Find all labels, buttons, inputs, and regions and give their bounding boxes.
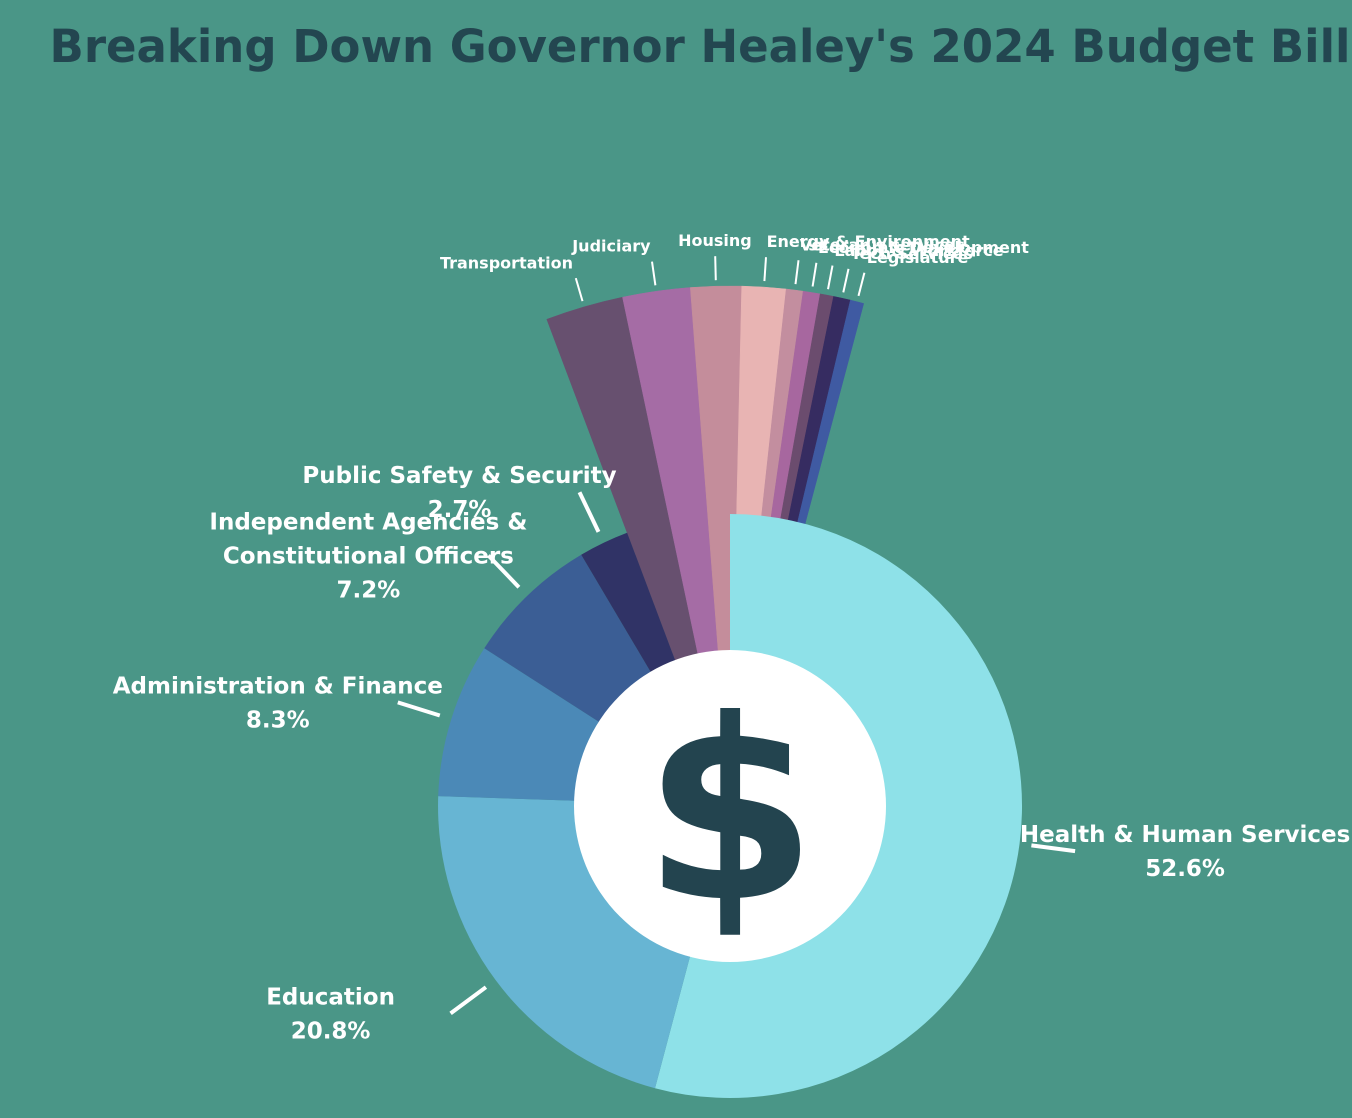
- slice-label-economic-development: Economic Development: [818, 238, 1029, 257]
- leader-line-transportation: [574, 277, 584, 302]
- slice-label-independent-agencies-constitutional-officers: Constitutional Officers: [223, 544, 514, 570]
- leader-line-energy-environment: [763, 257, 767, 282]
- center-hole: [574, 650, 886, 962]
- label-education: Education 20.8%: [266, 984, 395, 1044]
- slice-label-education: Education: [266, 984, 395, 1010]
- leader-line-veteran-s-services: [794, 260, 800, 285]
- slice-label-tech-services: Tech Services: [851, 244, 973, 263]
- leader-line-education: [449, 985, 488, 1016]
- slice-label-veteran-s-services: Veteran's services: [800, 235, 965, 254]
- slice-label-transportation: Transportation: [440, 254, 573, 273]
- label-legislature: Legislature: [867, 248, 969, 267]
- slice-label-administration-finance: Administration & Finance: [113, 673, 443, 699]
- label-tech-services: Tech Services: [851, 244, 973, 263]
- label-economic-development: Economic Development: [818, 238, 1029, 257]
- label-transportation: Transportation: [440, 254, 573, 273]
- slice-label-legislature: Legislature: [867, 248, 969, 267]
- label-judiciary: Judiciary: [571, 237, 651, 256]
- slice-label-judiciary: Judiciary: [571, 237, 651, 256]
- label-veteran-s-services: Veteran's services: [800, 235, 965, 254]
- data-label-education: 20.8%: [291, 1018, 371, 1044]
- slice-label-energy-environment: Energy & Environment: [767, 232, 970, 251]
- data-label-public-safety-security: 2.7%: [428, 497, 492, 523]
- label-health-human-services: Health & Human Services 52.6%: [1020, 822, 1351, 882]
- label-administration-finance: Administration & Finance 8.3%: [113, 673, 443, 733]
- label-energy-environment: Energy & Environment: [767, 232, 970, 251]
- data-label-administration-finance: 8.3%: [246, 707, 310, 733]
- leader-line-economic-development: [811, 262, 818, 287]
- label-public-safety-security: Public Safety & Security 2.7%: [302, 463, 616, 523]
- leader-line-tech-services: [842, 268, 850, 293]
- leader-line-legislature: [857, 272, 866, 297]
- chart-title: Breaking Down Governor Healey's 2024 Bud…: [49, 20, 1351, 73]
- slice-label-housing: Housing: [678, 231, 752, 250]
- leader-line-labor-workforce: [827, 265, 834, 290]
- slice-label-public-safety-security: Public Safety & Security: [302, 463, 616, 489]
- leader-line-administration-finance: [397, 700, 441, 718]
- leader-line-housing: [714, 256, 717, 281]
- leader-line-judiciary: [651, 261, 657, 286]
- leader-line-health-human-services: [1031, 843, 1076, 854]
- label-housing: Housing: [678, 231, 752, 250]
- leader-line-independent-agencies-constitutional-officers: [486, 554, 521, 589]
- data-label-health-human-services: 52.6%: [1145, 856, 1225, 882]
- label-independent-agencies-constitutional-officers: Independent Agencies & Constitutional Off…: [209, 510, 527, 604]
- slice-label-independent-agencies-constitutional-officers: Independent Agencies &: [209, 510, 527, 536]
- dollar-icon: $: [643, 666, 817, 957]
- slice-label-health-human-services: Health & Human Services: [1020, 822, 1351, 848]
- label-labor-workforce: Labor & Workforce: [834, 241, 1003, 260]
- slice-label-labor-workforce: Labor & Workforce: [834, 241, 1003, 260]
- data-label-independent-agencies-constitutional-officers: 7.2%: [337, 578, 401, 604]
- leader-line-public-safety-security: [577, 491, 601, 533]
